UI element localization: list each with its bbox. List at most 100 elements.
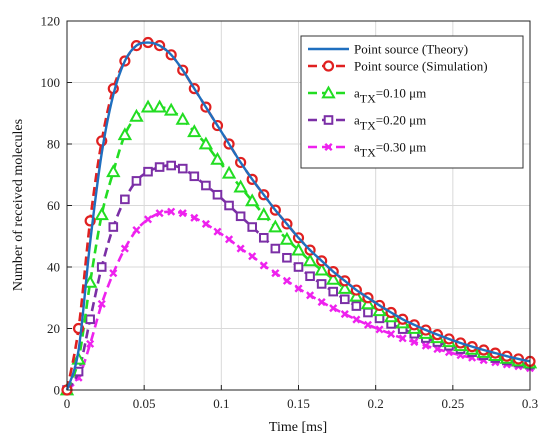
- y-tick-label: 100: [41, 75, 61, 90]
- data-point: [326, 271, 341, 285]
- data-point: [351, 301, 362, 311]
- data-point-stroke: [120, 244, 129, 253]
- data-point: [271, 269, 280, 278]
- series-3: [62, 160, 535, 395]
- data-point: [198, 136, 214, 150]
- data-point: [120, 194, 130, 205]
- data-point: [340, 309, 349, 319]
- x-tick-label: 0.15: [287, 396, 310, 411]
- data-point: [106, 164, 121, 178]
- data-point: [352, 315, 361, 324]
- series-0: [65, 41, 531, 391]
- data-point-stroke: [421, 341, 430, 350]
- data-point-stroke: [97, 299, 106, 308]
- data-point-stroke: [86, 339, 95, 348]
- data-point: [340, 294, 350, 305]
- data-point: [375, 325, 384, 334]
- legend-label-subscript: TX: [360, 119, 376, 133]
- data-point: [155, 209, 164, 218]
- data-point: [433, 345, 442, 354]
- data-point-stroke: [201, 219, 210, 228]
- data-point: [282, 276, 291, 285]
- data-point: [387, 329, 396, 339]
- legend-marker: [323, 115, 334, 125]
- data-point-stroke: [306, 291, 315, 300]
- data-point: [129, 108, 144, 122]
- data-point: [190, 213, 199, 222]
- data-point: [178, 209, 187, 218]
- data-point-stroke: [213, 227, 222, 236]
- data-point-stroke: [167, 207, 176, 216]
- data-point-stroke: [387, 329, 396, 339]
- data-point: [224, 200, 234, 211]
- y-axis: 0 20 40 60 80 100 120: [41, 14, 72, 398]
- data-point-stroke: [259, 261, 268, 270]
- data-point-stroke: [294, 284, 303, 293]
- data-point: [398, 334, 407, 343]
- data-point: [294, 284, 303, 293]
- data-point: [258, 232, 269, 243]
- series-line: [65, 41, 531, 391]
- y-tick-label: 20: [47, 321, 60, 336]
- x-axis-label: Time [ms]: [269, 420, 327, 435]
- data-point: [259, 261, 268, 270]
- data-point-stroke: [340, 309, 349, 319]
- x-tick-label: 0.25: [441, 396, 464, 411]
- legend: Point source (Theory) Point source (Simul…: [300, 35, 524, 169]
- data-point-stroke: [225, 235, 234, 244]
- data-point: [314, 262, 329, 276]
- data-point: [363, 307, 373, 318]
- data-point: [213, 227, 222, 236]
- data-point: [201, 180, 211, 191]
- data-point: [282, 252, 292, 263]
- legend-label-subscript: TX: [360, 146, 376, 160]
- data-point: [201, 219, 210, 228]
- data-point: [117, 127, 133, 141]
- data-point-stroke: [433, 345, 442, 354]
- data-point: [270, 243, 281, 254]
- legend-marker-stroke: [324, 142, 333, 152]
- y-tick-label: 80: [47, 137, 60, 152]
- data-point: [154, 162, 165, 172]
- legend-item: aTX=0.20 μm: [308, 113, 426, 133]
- legend-marker: [321, 85, 336, 99]
- data-point: [86, 339, 95, 348]
- legend-item: aTX=0.30 μm: [308, 140, 426, 160]
- x-tick-label: 0.2: [368, 396, 384, 411]
- legend-label-symbol: a: [354, 140, 360, 155]
- data-point: [291, 242, 306, 256]
- data-point: [316, 279, 327, 289]
- data-point: [305, 271, 315, 282]
- data-point: [108, 222, 119, 232]
- data-point: [140, 99, 156, 113]
- data-point-stroke: [109, 269, 118, 278]
- data-point: [306, 291, 315, 300]
- legend-item: aTX=0.10 μm: [308, 85, 426, 106]
- data-point: [245, 193, 260, 207]
- x-tick-label: 0: [64, 396, 71, 411]
- y-tick-label: 120: [41, 14, 61, 29]
- y-tick-label: 0: [54, 383, 61, 398]
- data-point-stroke: [248, 252, 257, 261]
- data-point: [210, 151, 225, 165]
- data-point: [189, 171, 200, 182]
- data-point-stroke: [317, 298, 326, 307]
- legend-label-value: =0.10 μm: [376, 86, 426, 101]
- data-point: [94, 207, 109, 221]
- data-point: [256, 207, 271, 221]
- legend-label-value: =0.30 μm: [376, 140, 426, 155]
- data-point: [152, 99, 167, 113]
- data-point: [248, 252, 257, 261]
- data-point-stroke: [178, 209, 187, 218]
- legend-item: Point source (Theory): [308, 42, 468, 57]
- data-point-stroke: [271, 269, 280, 278]
- data-point: [337, 280, 352, 294]
- data-point: [247, 222, 257, 232]
- legend-label-value: =0.20 μm: [376, 113, 426, 128]
- legend-marker: [324, 142, 333, 152]
- data-point: [187, 124, 202, 138]
- data-point-stroke: [143, 215, 153, 224]
- legend-label-symbol: a: [354, 86, 360, 101]
- legend-marker: [322, 60, 335, 72]
- data-point: [132, 226, 141, 235]
